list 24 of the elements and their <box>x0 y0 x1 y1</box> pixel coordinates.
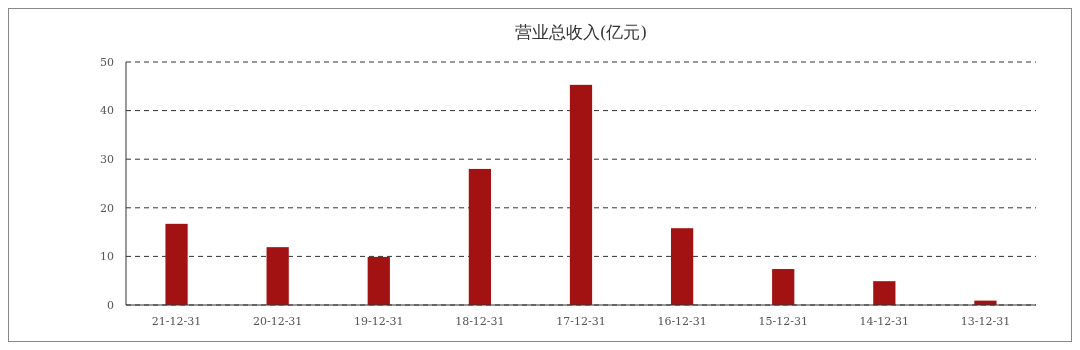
x-tick-label: 18-12-31 <box>455 315 505 328</box>
x-tick-label: 17-12-31 <box>556 315 606 328</box>
bar <box>165 223 188 305</box>
bar <box>772 269 795 305</box>
chart-title: 营业总收入(亿元) <box>514 22 648 42</box>
x-tick-label: 21-12-31 <box>151 315 202 328</box>
y-tick-label: 40 <box>100 104 114 118</box>
bar <box>569 84 593 305</box>
bar <box>266 247 289 305</box>
x-tick-label: 15-12-31 <box>758 315 808 328</box>
x-tick-label: 14-12-31 <box>859 315 910 328</box>
y-tick-label: 10 <box>100 250 114 264</box>
bar <box>873 281 896 305</box>
bar <box>367 256 390 305</box>
x-tick-label: 16-12-31 <box>657 315 707 328</box>
y-tick-label: 20 <box>100 201 114 215</box>
x-tick-label: 13-12-31 <box>960 315 1011 328</box>
bar <box>670 228 694 305</box>
x-tick-label: 20-12-31 <box>252 315 303 328</box>
y-tick-label: 30 <box>100 153 114 167</box>
bar <box>468 168 492 305</box>
x-tick-label: 19-12-31 <box>354 315 404 328</box>
y-tick-label: 0 <box>107 298 114 312</box>
y-tick-label: 50 <box>100 55 114 69</box>
